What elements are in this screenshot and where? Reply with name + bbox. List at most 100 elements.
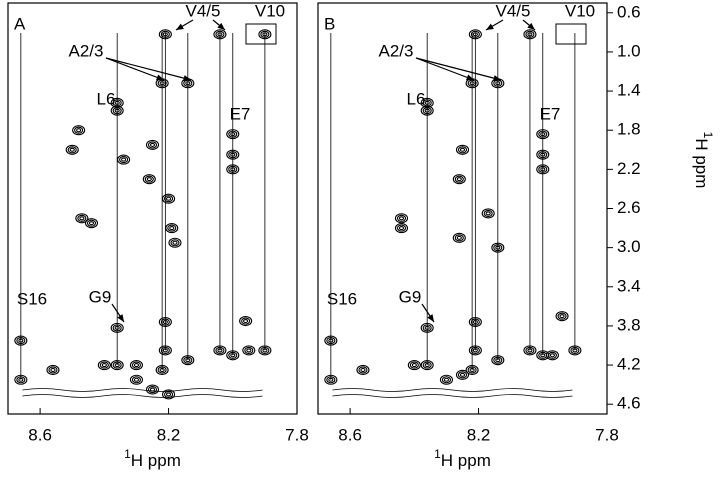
highlight-box [245,23,277,45]
peak [162,193,176,204]
x-axis-label: 1H ppm [124,447,181,470]
contour-ring [159,367,165,373]
contour-ring [110,105,124,116]
contour-ring [358,366,368,374]
contour-ring [540,152,546,157]
contour-ring [457,146,468,154]
noise [22,388,263,392]
y-tick-label: 2.2 [617,159,641,178]
peak [536,129,550,140]
x-tick-label: 8.6 [338,425,362,444]
contour-ring [495,81,501,86]
contour-ring [162,319,168,325]
contour-ring [547,351,557,359]
contour-ring [159,81,165,86]
contour-ring [540,167,546,172]
contour-ring [226,164,240,175]
peak [420,105,434,116]
contour-ring [230,132,236,137]
contour-ring [495,358,501,363]
contour-ring [258,345,272,356]
x-tick-label: 8.2 [157,425,181,444]
contour-ring [455,369,470,380]
peak-label: G9 [399,287,422,306]
peak-label: G9 [89,287,112,306]
contour-ring [495,245,501,250]
contour-ring [420,322,434,333]
contour-ring [424,100,430,105]
contour-ring [164,390,174,398]
peak [84,218,99,229]
contour-ring [84,218,99,229]
contour-ring [457,371,468,379]
peak [468,316,482,328]
contour-ring [110,322,124,333]
peak [14,374,28,385]
contour-ring [16,337,26,345]
peak [536,164,550,175]
contour-ring [527,32,533,37]
x-tick-label: 7.8 [285,425,309,444]
contour-ring [228,351,238,359]
contour-ring [133,377,139,382]
contour-ring [538,151,548,159]
contour-ring [129,374,143,385]
contour-ring [468,316,482,328]
x-axis-label-text: H ppm [131,451,181,470]
peak [242,345,256,356]
arrow-head [493,75,501,82]
contour-ring [166,392,172,397]
panel: A 8.6 8.2 7.8 1H ppm V4/5 A2/3 L6 E7 V10 G9 S16 [7,1,309,470]
contour-ring [69,147,75,152]
contour-ring [155,364,169,376]
contour-ring [158,29,172,40]
contour-ring [172,240,178,245]
contour-ring [244,346,254,354]
contour-ring [422,361,432,369]
contour-ring [260,346,270,354]
contour-ring [456,177,462,182]
contour-ring [454,234,464,242]
contour-ring [162,389,176,400]
peak [420,360,434,371]
y-tick-label: 4.6 [617,394,641,413]
peak-label: A2/3 [379,41,414,60]
contour-ring [101,363,107,368]
peak [407,360,421,371]
contour-ring [110,360,124,371]
noise [22,394,263,398]
contour-ring [470,346,480,354]
contour-ring [158,345,172,356]
arrow-head [217,22,225,30]
y-tick-label: 1.4 [617,81,641,100]
contour-ring [411,363,417,368]
contour-ring [356,364,370,376]
contour-ring [213,345,227,356]
contour-ring [258,29,272,40]
arrow-head [117,314,124,322]
contour-ring [142,174,156,185]
contour-ring [99,361,109,369]
contour-ring [538,130,548,138]
panel: B8.6 8.2 7.81H ppm0.61.01.41.82.22.63.03.4… [317,1,715,470]
contour-ring [455,144,470,155]
contour-ring [165,223,179,234]
y-tick-label: 0.6 [617,2,641,21]
contour-ring [469,367,475,373]
contour-ring [183,356,193,364]
contour-ring [228,130,238,138]
peak [158,29,172,40]
peak [110,360,124,371]
contour-ring [217,348,223,353]
contour-ring [523,345,537,356]
contour-ring [112,361,122,369]
contour-ring [493,356,503,364]
contour-ring [166,196,172,201]
peak [324,374,338,385]
peak [14,335,28,346]
peak [145,384,160,395]
contour-ring [468,345,482,356]
contour-ring [215,30,225,38]
contour-ring [74,126,84,134]
